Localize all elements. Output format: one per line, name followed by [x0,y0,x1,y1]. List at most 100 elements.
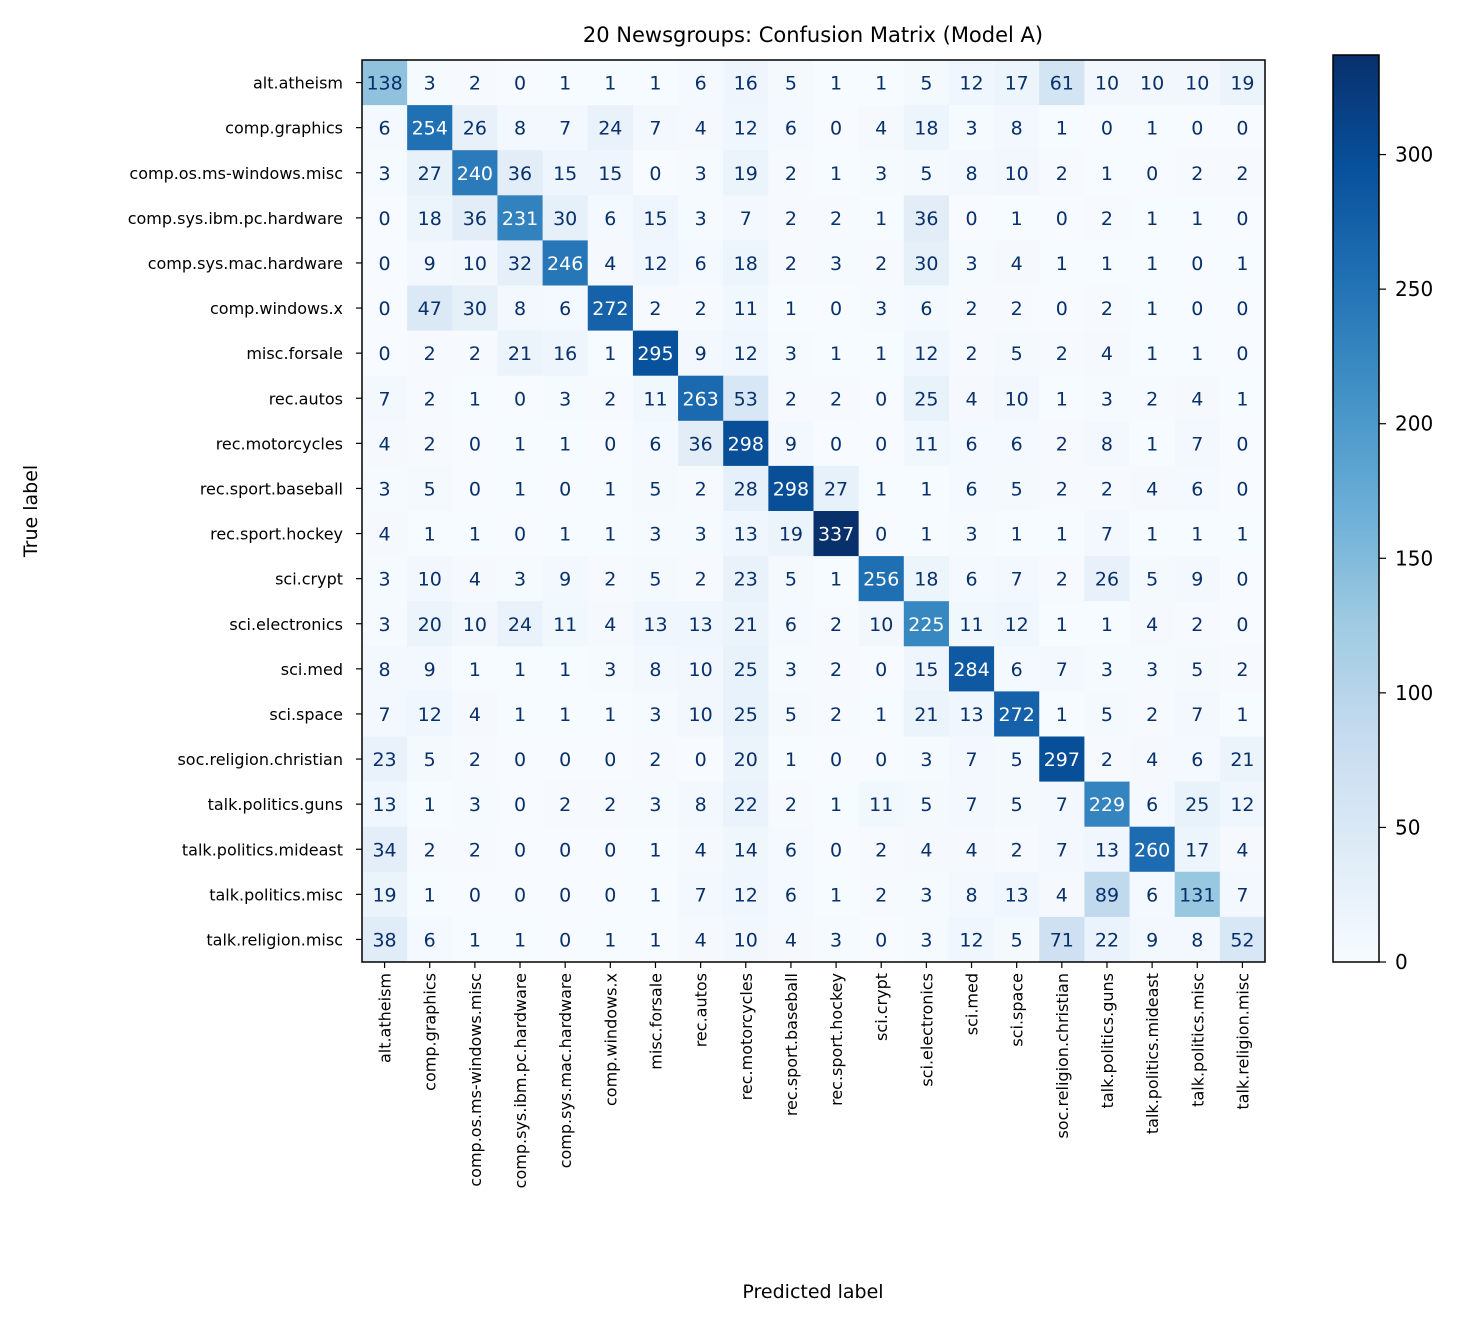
heatmap-cell [1084,826,1131,873]
cell-value-label: 1 [604,524,616,546]
cell-value-label: 9 [1191,569,1203,591]
cell-value-label: 13 [1095,839,1119,861]
cell-value-label: 4 [469,569,481,591]
cell-value-label: 5 [424,478,436,500]
heatmap-cell [587,871,634,918]
heatmap-cell [587,601,634,647]
heatmap-cell [497,691,544,737]
heatmap-cell [587,916,634,963]
cell-value-label: 1 [830,343,842,365]
cell-value-label: 21 [734,614,758,636]
colorbar [1332,54,1380,963]
cell-value-label: 23 [734,569,758,591]
heatmap-cell [542,60,589,106]
heatmap-cell [903,240,950,286]
cell-value-label: 298 [773,478,809,500]
heatmap-cell [723,511,769,557]
heatmap-cell [813,736,860,783]
heatmap-cell [1129,736,1176,783]
heatmap-cell [452,420,498,467]
x-tick-label: talk.religion.misc [1233,973,1252,1110]
x-tick-label: comp.sys.ibm.pc.hardware [511,973,530,1188]
heatmap-cell [1039,916,1085,963]
cell-value-label: 1 [604,73,616,95]
heatmap-cell [587,105,634,151]
cell-value-label: 7 [965,794,977,816]
heatmap-cell [678,646,724,692]
colorbar-tick-label: 50 [1395,815,1420,839]
heatmap-cell [542,556,589,602]
cell-value-label: 2 [1101,208,1113,230]
cell-value-label: 3 [965,253,977,275]
heatmap-cell [497,736,544,783]
cell-value-label: 256 [863,569,899,591]
cell-value-label: 9 [1146,929,1158,951]
cell-value-label: 0 [514,839,526,861]
cell-value-label: 4 [1236,839,1248,861]
heatmap-cell [497,195,544,241]
heatmap-cell [768,646,814,692]
cell-value-label: 10 [1005,388,1029,410]
heatmap-cell [362,601,408,647]
cell-value-label: 0 [875,749,887,771]
heatmap-cell [1219,375,1266,422]
heatmap-cell [1219,195,1266,241]
heatmap-cell [723,465,769,512]
heatmap-cell [1174,916,1221,963]
cell-value-label: 2 [604,794,616,816]
cell-value-label: 0 [379,208,391,230]
heatmap-cell [903,691,950,737]
cell-value-label: 28 [734,478,758,500]
heatmap-cell [587,736,634,783]
heatmap-cell [994,285,1040,332]
heatmap-cell [1174,736,1221,783]
heatmap-cell [768,375,814,422]
cell-value-label: 3 [830,929,842,951]
x-tick-label: rec.autos [692,973,711,1047]
heatmap-cell [994,195,1040,241]
cell-value-label: 4 [875,118,887,140]
cell-value-label: 8 [1011,118,1023,140]
cell-value-label: 1 [1191,208,1203,230]
heatmap-cell [362,60,408,106]
heatmap-cell [407,826,453,873]
heatmap-cell [1039,646,1085,692]
cell-value-label: 13 [372,794,396,816]
cell-value-label: 27 [418,163,442,185]
heatmap-cell [768,916,814,963]
heatmap-cell [497,826,544,873]
heatmap-cell [994,691,1040,737]
heatmap-cell [994,871,1040,918]
cell-value-label: 9 [695,343,707,365]
heatmap-cell [678,916,724,963]
heatmap-cell [948,916,995,963]
cell-value-label: 8 [965,163,977,185]
heatmap-cell [1039,150,1085,196]
heatmap-cell [723,826,769,873]
cell-value-label: 0 [514,524,526,546]
heatmap-cell [678,240,724,286]
y-tick-label: talk.politics.mideast [182,840,343,859]
cell-value-label: 2 [1056,163,1068,185]
cell-value-label: 1 [1236,388,1248,410]
cell-value-label: 6 [920,298,932,320]
heatmap-cell [813,375,860,422]
heatmap-cell [903,465,950,512]
heatmap-cell [362,240,408,286]
x-tick-label: misc.forsale [646,973,665,1070]
cell-value-label: 20 [734,749,758,771]
cell-value-label: 3 [1101,388,1113,410]
cell-value-label: 0 [1056,298,1068,320]
heatmap-cell [407,511,453,557]
heatmap-cell [678,420,724,467]
heatmap-cell [1219,826,1266,873]
heatmap-cell [768,511,814,557]
heatmap-cell [1129,240,1176,286]
cell-value-label: 1 [469,929,481,951]
cell-value-label: 4 [1146,749,1158,771]
heatmap-cell [858,150,905,196]
cell-value-label: 6 [785,839,797,861]
heatmap-cell [723,781,769,828]
y-tick-label: alt.atheism [253,74,343,93]
heatmap-cell [813,781,860,828]
